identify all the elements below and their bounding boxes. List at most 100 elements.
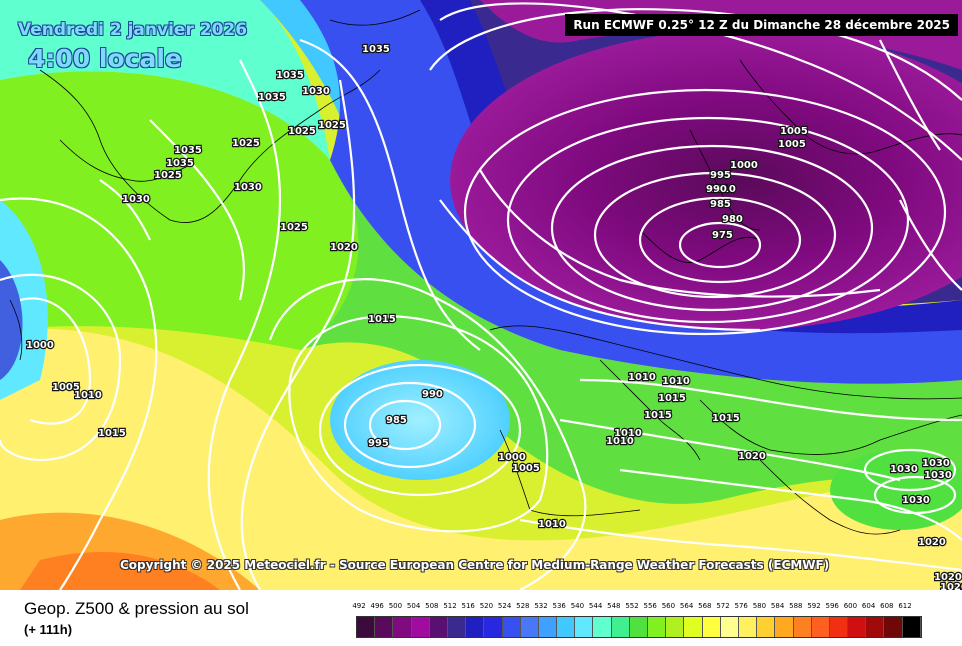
isobar-label: 1030 [234,182,262,193]
isobar-label: 985 [710,199,731,210]
isobar-label: 990 [422,389,443,400]
isobar-label: 1025 [318,120,346,131]
legend-swatch [848,617,867,637]
legend-label: 556 [643,602,657,610]
legend-label: 592 [807,602,821,610]
band-yellow [0,328,962,590]
isobar-label: 985 [386,415,407,426]
legend-swatch [666,617,685,637]
isobar-label: 990 [706,184,727,195]
isobar-label: 1035 [258,92,286,103]
legend-swatch [811,617,830,637]
legend-swatch [884,617,903,637]
legend-swatch [466,617,485,637]
band-green-2 [300,160,962,504]
geopotential-map-image: 1035103510351030102510251035103510251025… [0,0,962,590]
isobar-label: 995 [368,438,389,449]
legend-label: 536 [552,602,566,610]
legend-swatch [902,617,921,637]
model-run-banner: Run ECMWF 0.25° 12 Z du Dimanche 28 déce… [565,14,958,36]
legend-label: 496 [370,602,384,610]
isobar-label: 975 [712,230,733,241]
legend-labels: 492 496 500 504 508 512 516 520 524 528 532 536 540 5… [352,602,940,614]
isobar-labels: 1035103510351030102510251035103510251025… [25,43,962,590]
isobar-label: 1030 [922,458,950,469]
legend-swatch [648,617,667,637]
coastlines [9,9,962,535]
legend-swatch [757,617,776,637]
legend-swatch [357,617,376,637]
isobar-label: 1015 [658,393,686,404]
isobar-label: 1005 [778,139,806,150]
isobar-label: 1005 [52,382,80,393]
legend-label: 572 [716,602,730,610]
legend-swatch [393,617,412,637]
isobar-label: 1035 [362,44,390,55]
isobar-label: 995 [710,170,731,181]
legend-swatch [375,617,394,637]
legend-label: 512 [443,602,457,610]
isobar-label: 1020 [738,451,766,462]
isobar-label: 1010 [74,390,102,401]
isobar-label: 1010 [662,376,690,387]
legend-swatch [411,617,430,637]
isobar-label: 1025 [280,222,308,233]
legend-swatch [629,617,648,637]
isobar-label: 1030 [924,470,952,481]
isobar-label: 1000 [730,160,758,171]
isobar-label: 1030 [122,194,150,205]
legend-label: 584 [770,602,785,610]
legend-label: 600 [843,602,858,610]
weather-map: 1035 1035 1035 1030 1025 1025 1035 1035 1025 1025… [0,0,962,590]
legend-label: 508 [425,602,439,610]
legend-label: 500 [388,602,403,610]
isobar-label: 1030 [302,86,330,97]
low-pressure-core-west [330,360,510,480]
isobar-label: 1020 [934,572,962,583]
legend-label: 596 [825,602,839,610]
legend-label: 516 [461,602,475,610]
isobar-label: 1020 [918,537,946,548]
isobar-label: 1000 [26,340,54,351]
legend-label: 524 [497,602,512,610]
legend-label: 520 [479,602,494,610]
legend-label: 560 [661,602,676,610]
low-pressure-core-east [450,30,962,330]
isobar-label: 1025 [154,170,182,181]
band-orange-2 [20,551,220,590]
isobar-label: 1015 [712,413,740,424]
legend-label: 532 [534,602,548,610]
legend-label: 568 [698,602,712,610]
isobar-label: 1015 [644,410,672,421]
legend-swatch [575,617,594,637]
isobar-label: 1020 [330,242,358,253]
legend-swatch [520,617,539,637]
band-cyan-top [150,0,369,170]
legend-label: 576 [734,602,748,610]
isobar-label: 1035 [166,158,194,169]
legend-swatch [829,617,849,637]
legend-label: 588 [789,602,803,610]
legend-label: 564 [679,602,694,610]
legend-swatch [593,617,612,637]
forecast-date: Vendredi 2 janvier 2026 [18,20,248,40]
isobar-label: 1030 [890,464,918,475]
forecast-lead-time: (+ 111h) [24,622,73,637]
legend-label: 504 [406,602,421,610]
legend-swatch [484,617,503,637]
copyright-notice: Copyright © 2025 Meteociel.fr - Source E… [120,558,830,572]
legend-swatch [793,617,812,637]
isobar-label: 1010 [628,372,656,383]
isobar-label: 1010 [614,428,642,439]
forecast-time: 4:00 locale [28,44,182,73]
legend-swatch [611,617,630,637]
isobar-label: 1030 [902,495,930,506]
isobar-label: 1005 [780,126,808,137]
legend-swatch [502,617,521,637]
isobar-label: 1020 [940,582,962,590]
legend-swatch [557,617,576,637]
band-blue-left [0,260,23,380]
isobar-label: 1010 [538,519,566,530]
isobar-label: 1035 [174,145,202,156]
legend-label: 552 [625,602,639,610]
